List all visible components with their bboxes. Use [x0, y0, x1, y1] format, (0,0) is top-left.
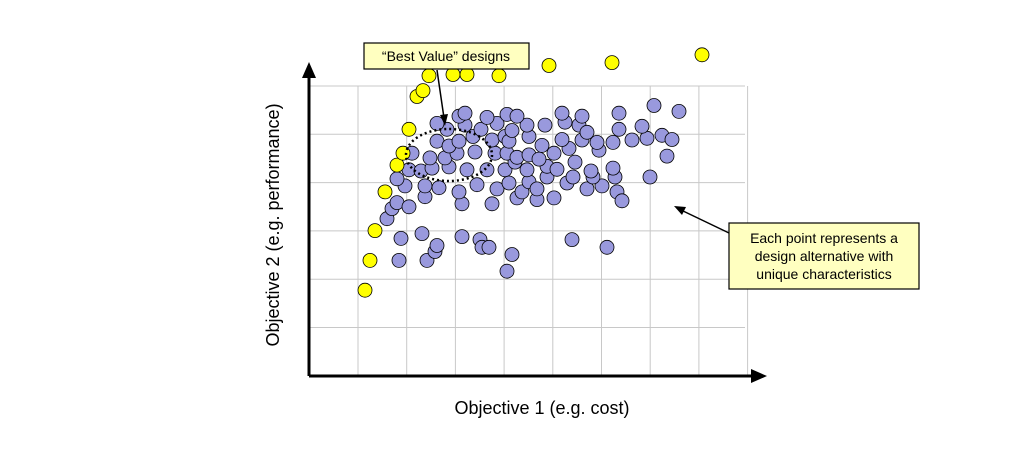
design-point — [519, 117, 535, 133]
pareto-point — [415, 83, 431, 98]
design-point — [546, 145, 562, 161]
design-point — [664, 132, 680, 147]
design-point — [624, 132, 640, 148]
pareto-point — [604, 55, 620, 70]
design-point — [642, 169, 658, 185]
best-value-label: “Best Value” designs — [382, 48, 510, 64]
design-point — [579, 181, 595, 197]
design-point — [611, 121, 627, 137]
data-points — [357, 47, 710, 298]
design-point — [659, 148, 675, 164]
design-point — [534, 137, 550, 153]
design-point — [499, 263, 515, 279]
best-value-callout: “Best Value” designs — [363, 42, 530, 183]
design-point — [504, 247, 520, 262]
design-point — [611, 105, 627, 121]
design-point — [484, 132, 500, 148]
design-point — [549, 161, 565, 177]
design-point — [614, 193, 630, 209]
point-note-line-1: Each point represents a — [750, 230, 898, 246]
pareto-point — [367, 223, 383, 239]
design-point — [417, 178, 433, 194]
point-note-line-3: unique characteristics — [756, 266, 891, 282]
x-axis-arrowhead — [751, 369, 767, 383]
design-point — [599, 239, 615, 255]
pareto-point — [357, 282, 373, 298]
design-point — [537, 117, 553, 133]
design-point — [479, 110, 495, 125]
design-point — [509, 149, 525, 165]
best-value-ellipse — [404, 127, 494, 183]
pareto-point — [491, 68, 507, 84]
design-point — [509, 108, 525, 124]
design-point — [484, 196, 500, 212]
design-point — [401, 199, 417, 215]
pareto-point — [401, 121, 417, 137]
best-value-arrow — [436, 69, 445, 119]
design-point — [605, 160, 621, 176]
design-point — [467, 144, 483, 160]
design-point — [564, 232, 580, 248]
x-axis-title: Objective 1 (e.g. cost) — [454, 398, 629, 418]
design-point — [546, 190, 562, 206]
best-value-arrowhead — [440, 114, 448, 126]
design-point — [529, 181, 545, 197]
point-note-callout: Each point represents a design alternati… — [674, 206, 920, 290]
design-point — [451, 184, 467, 200]
design-point — [634, 118, 650, 134]
pareto-point — [541, 58, 557, 73]
design-point — [459, 162, 475, 178]
design-point — [451, 133, 467, 149]
design-point — [504, 123, 520, 138]
pareto-point — [421, 68, 437, 84]
design-point — [579, 124, 595, 140]
pareto-point — [694, 47, 710, 63]
grid — [309, 85, 749, 376]
design-point — [671, 104, 687, 119]
pareto-point — [389, 157, 405, 173]
design-point — [473, 121, 489, 137]
y-axis-arrowhead — [302, 62, 316, 78]
design-point — [429, 238, 445, 253]
design-point — [646, 98, 662, 113]
design-point — [393, 230, 409, 246]
design-point — [422, 150, 438, 166]
design-point — [479, 162, 495, 178]
pareto-point — [377, 184, 393, 200]
pareto-point — [395, 145, 411, 161]
design-point — [469, 177, 485, 193]
point-note-arrowhead — [674, 206, 686, 215]
design-point — [594, 178, 610, 194]
point-note-box — [728, 222, 920, 290]
design-point — [481, 239, 497, 255]
design-point — [554, 132, 570, 147]
design-point — [501, 175, 517, 191]
design-point — [514, 184, 530, 200]
design-point — [431, 180, 447, 196]
design-point — [605, 134, 621, 150]
design-point — [583, 163, 599, 179]
y-axis-title: Objective 2 (e.g. performance) — [263, 103, 283, 346]
design-point — [589, 134, 605, 150]
design-point — [519, 162, 535, 178]
design-point — [414, 226, 430, 242]
design-point — [565, 169, 581, 185]
axes — [302, 62, 767, 383]
design-point — [531, 151, 547, 167]
design-point — [489, 181, 505, 197]
design-point — [391, 252, 407, 268]
point-note-arrow — [680, 209, 730, 234]
design-point — [454, 229, 470, 245]
point-note-line-2: design alternative with — [755, 248, 894, 264]
best-value-box — [363, 42, 530, 70]
design-point — [497, 162, 513, 178]
design-point — [554, 105, 570, 121]
pareto-point — [362, 252, 378, 268]
design-point — [389, 171, 405, 187]
design-point — [457, 105, 473, 121]
design-point — [574, 108, 590, 124]
design-point — [567, 154, 583, 170]
